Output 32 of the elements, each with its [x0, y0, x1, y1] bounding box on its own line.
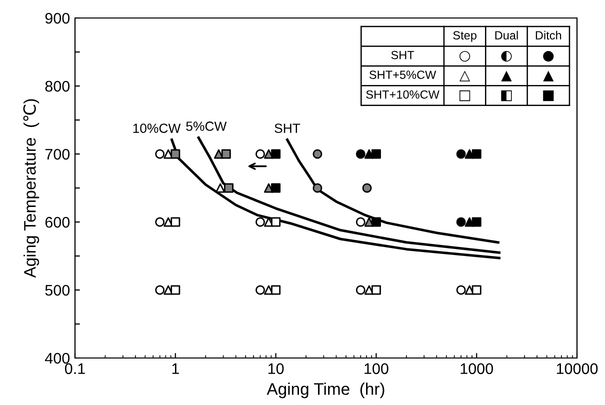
annotation: ▲	[543, 70, 554, 82]
annotation: Step	[453, 31, 476, 42]
x-tick-label: 0.1	[64, 363, 85, 374]
x-tick-label: 100	[364, 363, 388, 374]
x-axis-title: Aging Time (hr)	[266, 382, 384, 398]
y-tick-label: 400	[45, 352, 70, 364]
annotation: ■	[543, 90, 554, 102]
series-label: 10%CW	[133, 124, 181, 133]
y-axis-title: Aging Temperature (℃)	[23, 99, 40, 278]
x-tick-label: 1000	[460, 363, 493, 374]
y-tick-label: 500	[45, 284, 70, 296]
annotation: SHT+10%CW	[366, 90, 440, 99]
annotation: SHT+5%CW	[369, 70, 436, 79]
annotation: □	[460, 90, 470, 102]
annotation: SHT	[391, 50, 414, 60]
annotation: Ditch	[536, 30, 562, 40]
annotation: Dual	[495, 30, 518, 40]
annotation: ●	[543, 51, 554, 62]
y-tick-label: 900	[45, 12, 70, 24]
series-label: 5%CW	[186, 122, 227, 131]
y-tick-label: 700	[45, 148, 70, 160]
annotation: △	[460, 70, 470, 82]
x-tick-label: 10000	[556, 363, 598, 374]
y-tick-label: 800	[45, 80, 70, 92]
annotation: ▲	[501, 70, 512, 82]
annotation: ◐	[501, 51, 512, 62]
y-tick-label: 600	[45, 216, 70, 228]
annotation: ◧	[501, 90, 512, 102]
series-label: SHT	[274, 124, 300, 133]
x-tick-label: 10	[268, 363, 284, 374]
x-tick-label: 1	[172, 363, 179, 374]
annotation: ○	[460, 50, 470, 62]
